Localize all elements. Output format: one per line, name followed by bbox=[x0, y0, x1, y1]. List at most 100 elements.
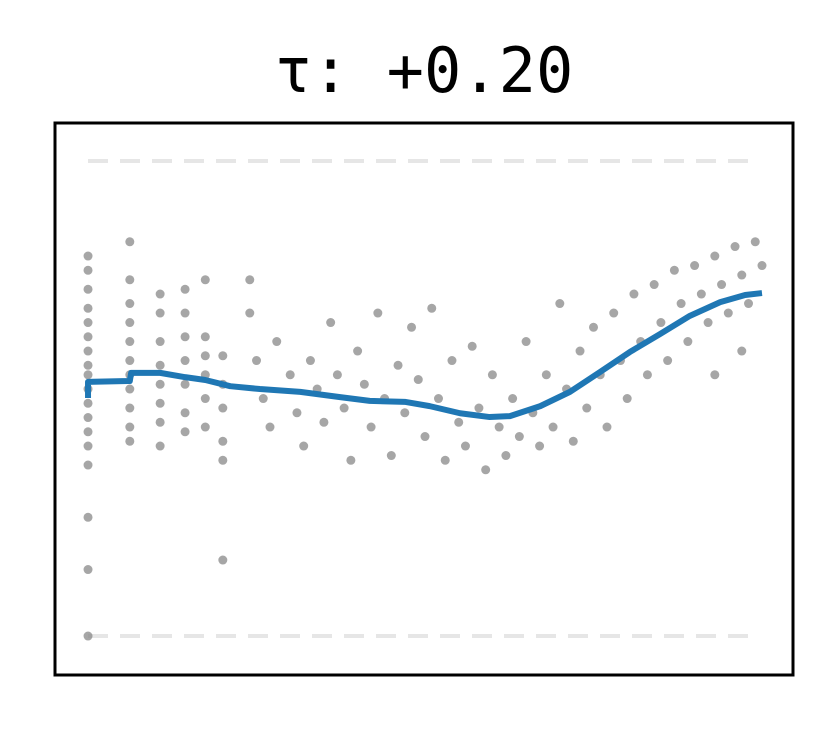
scatter-point bbox=[555, 299, 565, 309]
scatter-point bbox=[155, 417, 165, 427]
scatter-point bbox=[83, 565, 93, 575]
scatter-point bbox=[180, 379, 190, 389]
scatter-point bbox=[366, 422, 376, 432]
scatter-point bbox=[494, 422, 504, 432]
scatter-point bbox=[180, 308, 190, 318]
scatter-point bbox=[393, 360, 403, 370]
scatter-point bbox=[541, 370, 551, 380]
scatter-point bbox=[521, 337, 531, 347]
scatter-point bbox=[180, 332, 190, 342]
trend-line bbox=[85, 290, 763, 421]
scatter-point bbox=[218, 351, 228, 361]
scatter-point bbox=[400, 408, 410, 418]
scatter-point bbox=[305, 356, 315, 366]
scatter-point bbox=[710, 251, 720, 261]
plot-frame bbox=[53, 121, 795, 677]
scatter-point bbox=[690, 261, 700, 271]
scatter-point bbox=[83, 265, 93, 275]
scatter-point bbox=[757, 261, 767, 271]
scatter-point bbox=[83, 318, 93, 328]
scatter-point bbox=[200, 394, 210, 404]
scatter-point bbox=[200, 422, 210, 432]
scatter-point bbox=[460, 441, 470, 451]
scatter-point bbox=[155, 337, 165, 347]
scatter-point bbox=[501, 451, 511, 461]
scatter-point bbox=[386, 451, 396, 461]
scatter-point bbox=[125, 237, 135, 247]
scatter-point bbox=[245, 275, 255, 285]
scatter-point bbox=[737, 346, 747, 356]
scatter-point bbox=[83, 346, 93, 356]
scatter-point bbox=[155, 379, 165, 389]
scatter-point bbox=[609, 308, 619, 318]
scatter-point bbox=[83, 441, 93, 451]
scatter-point bbox=[413, 375, 423, 385]
scatter-point bbox=[373, 308, 383, 318]
scatter-point bbox=[252, 356, 262, 366]
scatter-point bbox=[319, 417, 329, 427]
scatter-point bbox=[125, 403, 135, 413]
scatter-point bbox=[125, 318, 135, 328]
scatter-point bbox=[575, 346, 585, 356]
scatter-point bbox=[125, 299, 135, 309]
scatter-point bbox=[83, 370, 93, 380]
scatter-point bbox=[200, 332, 210, 342]
scatter-point bbox=[83, 512, 93, 522]
scatter-point bbox=[155, 289, 165, 299]
scatter-point bbox=[589, 322, 599, 332]
scatter-point bbox=[83, 284, 93, 294]
scatter-point bbox=[218, 436, 228, 446]
scatter-point bbox=[292, 408, 302, 418]
scatter-point bbox=[326, 318, 336, 328]
scatter-point bbox=[730, 242, 740, 252]
scatter-point bbox=[83, 251, 93, 261]
scatter-point bbox=[83, 303, 93, 313]
scatter-point bbox=[245, 308, 255, 318]
scatter-point bbox=[299, 441, 309, 451]
scatter-point bbox=[669, 265, 679, 275]
scatter-point bbox=[487, 370, 497, 380]
scatter-point bbox=[744, 299, 754, 309]
scatter-point bbox=[427, 303, 437, 313]
scatter-point bbox=[447, 356, 457, 366]
scatter-point bbox=[467, 341, 477, 351]
scatter-point bbox=[200, 351, 210, 361]
scatter-point bbox=[676, 299, 686, 309]
scatter-point bbox=[125, 356, 135, 366]
scatter-point bbox=[353, 346, 363, 356]
scatter-point bbox=[602, 422, 612, 432]
scatter-point bbox=[474, 403, 484, 413]
scatter-point bbox=[750, 237, 760, 247]
scatter-point bbox=[548, 422, 558, 432]
scatter-point bbox=[481, 465, 491, 475]
scatter-point bbox=[265, 422, 275, 432]
scatter-point bbox=[440, 455, 450, 465]
scatter-point bbox=[83, 427, 93, 437]
scatter-point bbox=[642, 370, 652, 380]
scatter-point bbox=[514, 432, 524, 442]
scatter-point bbox=[407, 322, 417, 332]
scatter-point bbox=[737, 270, 747, 280]
scatter-point bbox=[723, 308, 733, 318]
scatter-point bbox=[332, 370, 342, 380]
scatter-point bbox=[125, 275, 135, 285]
scatter-point bbox=[420, 432, 430, 442]
scatter-point bbox=[508, 394, 518, 404]
scatter-point bbox=[582, 403, 592, 413]
scatter-point bbox=[83, 413, 93, 423]
scatter-point bbox=[180, 408, 190, 418]
scatter-point bbox=[568, 436, 578, 446]
scatter-point bbox=[656, 318, 666, 328]
scatter-point bbox=[83, 360, 93, 370]
scatter-point bbox=[218, 455, 228, 465]
scatter-point bbox=[258, 394, 268, 404]
scatter-point bbox=[83, 398, 93, 408]
scatter-point bbox=[155, 398, 165, 408]
scatter-point bbox=[200, 275, 210, 285]
scatter-point bbox=[339, 403, 349, 413]
scatter-point bbox=[180, 284, 190, 294]
scatter-point bbox=[703, 318, 713, 328]
scatter-point bbox=[180, 427, 190, 437]
scatter-point bbox=[125, 436, 135, 446]
